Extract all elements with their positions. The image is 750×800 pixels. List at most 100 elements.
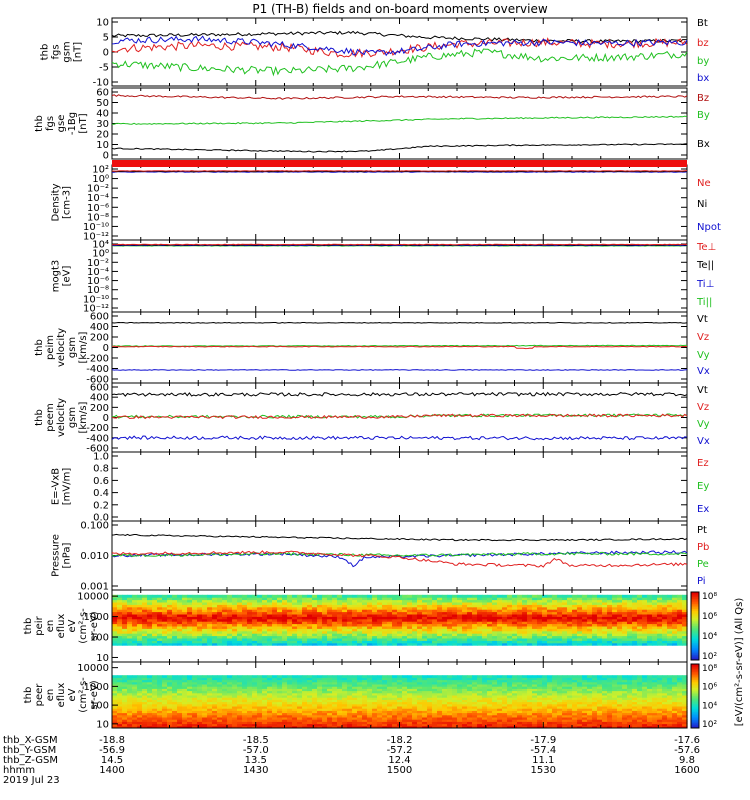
spectrogram-cell: [157, 640, 163, 644]
spectrogram-cell: [607, 697, 613, 700]
spectrogram-cell: [267, 714, 273, 718]
spectrogram-cell: [332, 616, 338, 620]
spectrogram-cell: [617, 714, 623, 718]
spectrogram-cell: [362, 723, 368, 727]
spectrogram-cell: [547, 604, 553, 608]
spectrogram-cell: [507, 725, 513, 729]
spectrogram-cell: [127, 692, 133, 696]
spectrogram-cell: [262, 623, 268, 627]
spectrogram-cell: [297, 623, 303, 627]
spectrogram-cell: [287, 690, 293, 694]
spectrogram-cell: [532, 626, 538, 629]
spectrogram-cell: [282, 621, 288, 625]
spectrogram-cell: [532, 597, 538, 601]
spectrogram-cell: [372, 695, 378, 698]
spectrogram-cell: [552, 597, 558, 601]
spectrogram-cell: [447, 642, 453, 646]
spectrogram-cell: [207, 725, 213, 729]
spectrogram-cell: [322, 701, 328, 705]
spectrogram-cell: [502, 638, 508, 641]
spectrogram-cell: [567, 706, 573, 709]
spectrogram-cell: [182, 609, 188, 613]
spectrogram-cell: [577, 723, 583, 727]
spectrogram-cell: [357, 614, 363, 617]
spectrogram-cell: [612, 633, 618, 637]
spectrogram-cell: [297, 633, 303, 637]
spectrogram-cell: [152, 633, 158, 637]
spectrogram-cell: [502, 723, 508, 727]
spectrogram-cell: [497, 717, 503, 720]
spectrogram-cell: [672, 712, 678, 716]
spectrogram-cell: [557, 599, 563, 603]
spectrogram-cell: [537, 690, 543, 694]
spectrogram-cell: [587, 626, 593, 629]
spectrogram-cell: [147, 618, 153, 622]
spectrogram-cell: [437, 710, 443, 714]
spectrogram-cell: [392, 628, 398, 632]
spectrogram-cell: [297, 626, 303, 629]
spectrogram-cell: [307, 626, 313, 629]
spectrogram-cell: [522, 594, 528, 598]
spectrogram-cell: [582, 697, 588, 700]
spectrogram-cell: [277, 599, 283, 603]
spectrogram-cell: [467, 692, 473, 696]
spectrogram-cell: [622, 717, 628, 720]
spectrogram-cell: [527, 721, 533, 725]
spectrogram-cell: [367, 628, 373, 632]
spectrogram-cell: [607, 594, 613, 598]
spectrogram-cell: [242, 697, 248, 700]
spectrogram-cell: [327, 618, 333, 622]
spectrogram-cell: [337, 616, 343, 620]
spectrogram-cell: [502, 606, 508, 610]
spectrogram-cell: [242, 635, 248, 639]
spectrogram-cell: [492, 604, 498, 608]
spectrogram-cell: [142, 633, 148, 637]
spectrogram-cell: [347, 618, 353, 622]
spectrogram-cell: [652, 706, 658, 709]
spectrogram-cell: [422, 642, 428, 646]
spectrogram-cell: [377, 616, 383, 620]
spectrogram-cell: [347, 723, 353, 727]
spectrogram-cell: [247, 602, 253, 605]
spectrogram-cell: [672, 640, 678, 644]
spectrogram-cell: [522, 710, 528, 714]
spectrogram-cell: [667, 633, 673, 637]
spectrogram-cell: [672, 604, 678, 608]
spectrogram-cell: [167, 721, 173, 725]
spectrogram-cell: [662, 708, 668, 711]
spectrogram-cell: [157, 616, 163, 620]
spectrogram-cell: [572, 611, 578, 615]
spectrogram-cell: [317, 606, 323, 610]
spectrogram-cell: [642, 719, 648, 722]
spectrogram-cell: [387, 623, 393, 627]
spectrogram-cell: [487, 719, 493, 722]
spectrogram-cell: [237, 621, 243, 625]
spectrogram-cell: [212, 606, 218, 610]
spectrogram-cell: [532, 621, 538, 625]
spectrogram-cell: [227, 616, 233, 620]
spectrogram-cell: [397, 597, 403, 601]
spectrogram-cell: [192, 714, 198, 718]
spectrogram-cell: [517, 697, 523, 700]
spectrogram-cell: [267, 614, 273, 617]
spectrogram-cell: [367, 699, 373, 703]
spectrogram-cell: [447, 708, 453, 711]
spectrogram-cell: [117, 642, 123, 646]
spectrogram-cell: [447, 723, 453, 727]
spectrogram-cell: [527, 609, 533, 613]
spectrogram-cell: [202, 604, 208, 608]
spectrogram-cell: [517, 723, 523, 727]
spectrogram-cell: [612, 712, 618, 716]
spectrogram-cell: [462, 599, 468, 603]
spectrogram-cell: [217, 597, 223, 601]
spectrogram-cell: [467, 604, 473, 608]
spectrogram-cell: [602, 697, 608, 700]
spectrogram-cell: [157, 602, 163, 605]
spectrogram-cell: [237, 706, 243, 709]
spectrogram-cell: [212, 597, 218, 601]
spectrogram-cell: [182, 594, 188, 598]
spectrogram-cell: [612, 599, 618, 603]
spectrogram-cell: [292, 721, 298, 725]
spectrogram-cell: [592, 699, 598, 703]
spectrogram-cell: [307, 701, 313, 705]
